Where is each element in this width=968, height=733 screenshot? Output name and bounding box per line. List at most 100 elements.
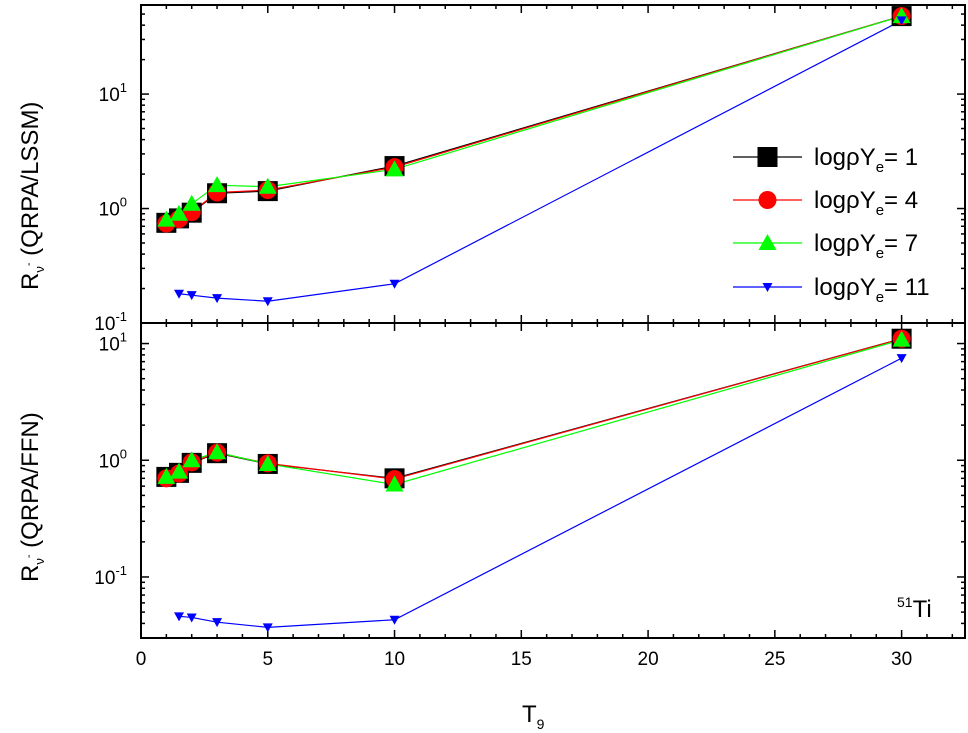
data-point-series-4 [174, 612, 185, 622]
data-point-series-3 [385, 475, 404, 492]
x-tick-label: 25 [764, 649, 785, 670]
y-tick-label: 100 [99, 195, 127, 221]
data-point-series-3 [258, 177, 277, 194]
y-tick-label: 10-1 [94, 309, 127, 335]
data-point-series-4 [262, 623, 273, 633]
y-title-top-sup: - [23, 262, 35, 266]
legend-label-part: e [876, 289, 884, 306]
y-tick-label-exp: -1 [115, 309, 127, 324]
legend-label-part: Y [860, 144, 876, 171]
plot-frame [140, 322, 966, 639]
legend-label-part: = 7 [884, 230, 918, 257]
legend-label-part: ρ [846, 144, 860, 171]
data-point-series-4 [896, 354, 907, 364]
y-tick-label: 10-1 [94, 563, 127, 589]
legend-marker-4 [762, 283, 773, 292]
y-title-top-sub: ν [32, 266, 47, 273]
y-tick-label-exp: -1 [115, 563, 127, 578]
data-point-series-3 [182, 451, 201, 468]
data-point-series-3 [208, 176, 227, 193]
legend-label-part: e [876, 245, 884, 262]
x-title-main: T [522, 701, 537, 728]
x-tick-label: 0 [136, 649, 147, 670]
data-point-series-3 [182, 194, 201, 211]
legend-label-part: Y [860, 274, 876, 301]
y-tick-label-exp: 0 [120, 195, 127, 210]
legend-label-2: logρYe= 4 [814, 187, 918, 219]
data-point-series-3 [157, 210, 176, 227]
legend-label-4: logρYe= 11 [814, 274, 930, 306]
nucleus-symbol: Ti [913, 596, 932, 623]
data-point-series-4 [174, 289, 185, 299]
y-tick-label-exp: 1 [120, 80, 127, 95]
y-tick-label-base: 10 [99, 200, 120, 221]
y-tick-label-exp: 1 [120, 330, 127, 345]
data-point-series-4 [212, 294, 223, 304]
y-axis-title-top: Rν- (QRPA/LSSM) [17, 102, 47, 290]
data-point-series-3 [892, 7, 911, 24]
legend-label-part: ρ [846, 274, 860, 301]
data-point-series-4 [262, 297, 273, 307]
legend-marker-2 [758, 191, 777, 209]
y-tick-label-base: 10 [99, 451, 120, 472]
y-tick-label: 100 [99, 446, 127, 472]
x-tick-label: 5 [262, 649, 273, 670]
legend-label-part: ρ [846, 187, 860, 214]
legend-label-part: log [814, 187, 846, 214]
x-tick-label: 10 [384, 649, 405, 670]
legend-marker-1 [757, 147, 778, 167]
y-title-bottom-sub: ν [32, 558, 47, 565]
legend-label-3: logρYe= 7 [814, 230, 918, 262]
y-title-bottom-rest: (QRPA/FFN) [17, 412, 44, 554]
y-title-bottom-main: R [17, 565, 44, 582]
y-tick-label-base: 10 [94, 568, 115, 589]
data-point-series-3 [157, 467, 176, 484]
y-tick-label-base: 10 [94, 314, 115, 335]
y-tick-label-exp: 0 [120, 446, 127, 461]
legend-label-part: = 1 [884, 144, 918, 171]
data-point-series-3 [170, 462, 189, 479]
nucleus-mass-number: 51 [897, 594, 913, 610]
legend-label-part: ρ [846, 230, 860, 257]
y-title-top-rest: (QRPA/LSSM) [17, 102, 44, 263]
legend-label-part: log [814, 274, 846, 301]
legend-label-1: logρYe= 1 [814, 144, 918, 176]
legend-marker-3 [758, 234, 777, 250]
data-point-series-4 [186, 613, 197, 623]
legend-label-part: Y [860, 230, 876, 257]
data-point-series-3 [170, 204, 189, 221]
nucleus-annotation: 51Ti [897, 594, 932, 623]
y-axis-title-bottom: Rν- (QRPA/FFN) [17, 412, 47, 582]
x-tick-label: 15 [511, 649, 532, 670]
data-point-series-4 [389, 279, 400, 289]
y-tick-label-base: 10 [99, 335, 120, 356]
data-point-series-4 [896, 16, 907, 26]
series-line-4 [178, 19, 902, 302]
data-point-series-3 [258, 454, 277, 471]
x-tick-labels: 0 5 10 15 20 25 30 [136, 649, 912, 670]
data-point-series-4 [212, 618, 223, 628]
series-line-4 [178, 357, 902, 628]
y-tick-label-base: 10 [99, 85, 120, 106]
legend-label-part: Y [860, 187, 876, 214]
y-tick-label: 101 [99, 80, 127, 106]
data-point-series-4 [186, 291, 197, 301]
x-axis-title: T9 [522, 701, 545, 732]
y-tick-label: 101 [99, 330, 127, 356]
data-point-series-3 [385, 160, 404, 177]
legend-label-part: e [876, 202, 884, 219]
y-title-bottom-sup: - [23, 554, 35, 558]
legend-label-part: log [814, 144, 846, 171]
legend-label-part: e [876, 159, 884, 176]
y-title-top-main: R [17, 273, 44, 290]
x-title-sub: 9 [537, 716, 545, 732]
x-tick-label: 20 [638, 649, 659, 670]
x-tick-label: 30 [891, 649, 912, 670]
legend-label-part: log [814, 230, 846, 257]
legend-label-part: = 4 [884, 187, 918, 214]
data-point-series-3 [208, 443, 227, 460]
